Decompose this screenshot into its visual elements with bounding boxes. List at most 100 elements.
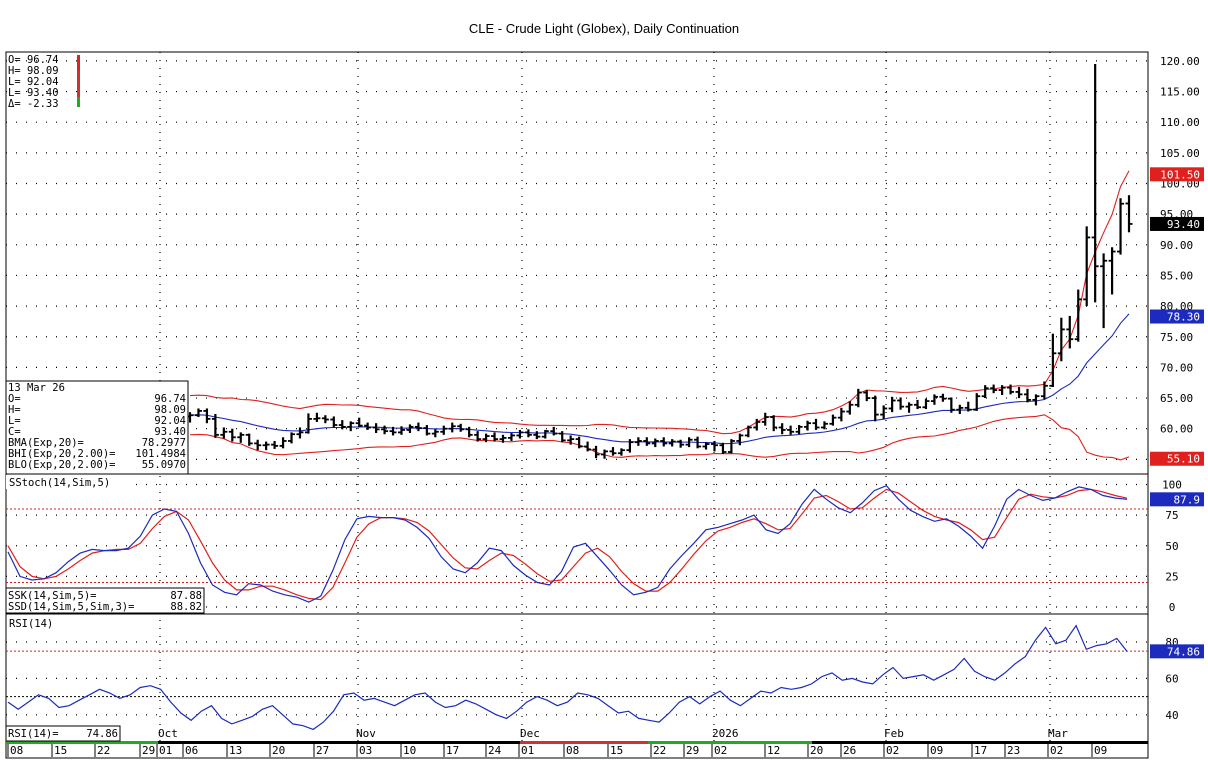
ohlc-bar [1023, 388, 1031, 403]
price-tick-label: 85.00 [1160, 269, 1193, 282]
ohlc-bar [364, 422, 372, 430]
info-box-frame [5, 380, 189, 475]
ohlc-bar [617, 448, 625, 456]
ohlc-bar [837, 407, 845, 422]
date-tick-label: 09 [930, 744, 943, 757]
ohlc-bar [1083, 226, 1091, 307]
ohlc-bar [507, 432, 515, 441]
date-tick-label: 26 [843, 744, 856, 757]
ohlc-bar [533, 431, 541, 440]
ohlc-bar [465, 426, 473, 438]
date-tick-label: 08 [10, 744, 23, 757]
rsi-tick-label: 40 [1165, 709, 1178, 722]
ohlc-bar [660, 437, 668, 447]
date-tick-label: 22 [653, 744, 666, 757]
info-row-value: 55.0970 [142, 459, 186, 471]
date-tick-label: 12 [767, 744, 780, 757]
rsi-label: RSI(14) [9, 618, 53, 630]
ssd-line [7, 488, 1128, 601]
ohlc-bar [685, 437, 693, 448]
ohlc-bar [761, 412, 769, 426]
ohlc-bar [922, 398, 930, 410]
date-tick-label: 20 [272, 744, 285, 757]
price-marker-label: 55.10 [1167, 453, 1200, 466]
info-row-value: 78.2977 [142, 437, 186, 449]
ohlc-bar [338, 420, 346, 430]
rsi-marker-tag [1150, 644, 1204, 659]
ssk-line [7, 484, 1128, 603]
ohlc-bar [905, 402, 913, 413]
ssk-label: SSK(14,Sim,5)= [8, 590, 97, 602]
date-tick-label: 15 [610, 744, 623, 757]
ohlc-bar [795, 425, 803, 435]
ohlc-bar [753, 418, 761, 431]
ohlc-bar [990, 384, 998, 394]
price-marker-label: 78.30 [1167, 311, 1200, 324]
ohlc-bar [288, 432, 296, 444]
ohlc-bar [431, 429, 439, 438]
month-label: Dec [520, 727, 540, 740]
info-row-label: BMA(Exp,20)= [8, 437, 84, 449]
ohlc-bar [736, 433, 744, 446]
price-marker-label: 101.50 [1160, 168, 1200, 181]
ohlc-bar [1032, 394, 1040, 406]
ohlc-bar [584, 441, 592, 452]
stoch-tick-label: 25 [1165, 570, 1178, 583]
ohlc-bar [457, 423, 465, 432]
ohlc-bar [1100, 253, 1108, 329]
date-stripe [158, 741, 356, 744]
ohlc-bar [211, 413, 219, 438]
price-tick-label: 115.00 [1160, 86, 1200, 99]
date-tick-label: 09 [1094, 744, 1107, 757]
ohlc-bar [482, 433, 490, 443]
info-row-label: H= [8, 404, 21, 416]
ohlc-bar [677, 439, 685, 448]
stoch-tick-label: 75 [1165, 509, 1178, 522]
ohlc-bar [575, 436, 583, 449]
info-row-label: C= [8, 426, 21, 438]
ohlc-bar [609, 447, 617, 456]
price-marker-tag [1150, 451, 1204, 466]
stoch-tick-label: 50 [1165, 540, 1178, 553]
ohlc-bar [1049, 333, 1057, 388]
ema-20-line [189, 313, 1130, 445]
ohlc-bar [237, 432, 245, 443]
ohlc-bar [423, 425, 431, 436]
ohlc-bar [381, 425, 389, 435]
ohlc-bar [787, 425, 795, 435]
stoch-marker-tag [1150, 492, 1204, 507]
ohlc-bar [304, 413, 312, 434]
date-stripe [6, 741, 158, 744]
ohlc-bar [279, 437, 287, 449]
ohlc-bar [744, 425, 752, 438]
date-tick-label: 17 [974, 744, 987, 757]
ohlc-bar [567, 435, 575, 445]
info-row-label: L= [8, 415, 21, 427]
ohlc-line-change: Δ= -2.33 [8, 98, 59, 110]
date-tick-label: 29 [142, 744, 155, 757]
date-tick-label: 02 [1050, 744, 1063, 757]
price-tick-label: 90.00 [1160, 239, 1193, 252]
date-tick-label: 17 [446, 744, 459, 757]
ohlc-bar [643, 437, 651, 446]
ohlc-bar [964, 401, 972, 412]
ohlc-bar [930, 394, 938, 405]
price-tick-label: 60.00 [1160, 423, 1193, 436]
price-tick-label: 120.00 [1160, 55, 1200, 68]
rsi-readout-label: RSI(14)= [8, 728, 59, 740]
date-tick-label: 01 [159, 744, 172, 757]
ohlc-bar [1108, 247, 1116, 295]
ohlc-mini-bar-green [77, 97, 80, 107]
ohlc-bar [939, 393, 947, 402]
ohlc-bar [203, 408, 211, 424]
price-tick-label: 65.00 [1160, 392, 1193, 405]
ohlc-bar [355, 417, 363, 428]
ohlc-bar [770, 415, 778, 432]
price-tick-label: 105.00 [1160, 147, 1200, 160]
ohlc-bar [1117, 198, 1125, 255]
date-tick-label: 10 [403, 744, 416, 757]
ohlc-bar [812, 418, 820, 430]
date-stripe [356, 741, 520, 744]
ohlc-bar [863, 390, 871, 402]
